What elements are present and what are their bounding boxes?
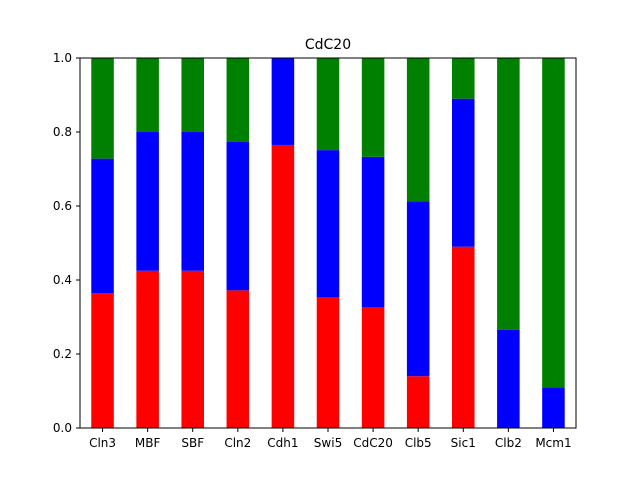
bar-segment-clb5-0 <box>406 376 430 428</box>
y-tick-label: 1.0 <box>53 51 72 65</box>
bar-segment-cdc20-2 <box>361 58 385 157</box>
bar-segment-cln3-2 <box>91 58 114 159</box>
x-tick-label: Mcm1 <box>535 436 571 450</box>
y-tick-label: 0.6 <box>53 199 72 213</box>
bar-segment-swi5-2 <box>316 58 340 151</box>
y-tick-label: 0.0 <box>53 421 72 435</box>
bar-segment-mbf-0 <box>136 270 159 428</box>
bar-segment-mcm1-1 <box>542 387 565 428</box>
bar-segment-cdc20-1 <box>361 156 385 308</box>
x-tick-label: Cdh1 <box>267 436 298 450</box>
bar-segment-mcm1-2 <box>542 58 565 388</box>
bar-segment-sic1-0 <box>452 246 475 428</box>
bar-segment-sic1-1 <box>452 98 475 247</box>
bar-segment-sbf-0 <box>181 270 204 428</box>
bar-segment-mbf-2 <box>136 58 159 132</box>
x-tick-label: Cln3 <box>89 436 116 450</box>
x-tick-label: MBF <box>135 436 161 450</box>
bar-segment-clb2-1 <box>497 329 520 428</box>
x-tick-label: Sic1 <box>451 436 476 450</box>
x-tick-label: Cln2 <box>224 436 251 450</box>
y-tick-label: 0.2 <box>53 347 72 361</box>
bar-segment-clb5-1 <box>406 201 430 377</box>
y-axis: 0.0 0.2 0.4 0.6 0.8 1.0 <box>53 51 80 435</box>
bars-group <box>91 58 565 428</box>
x-tick-label: SBF <box>181 436 204 450</box>
bar-segment-cln2-2 <box>226 58 250 142</box>
x-tick-label: CdC20 <box>353 436 393 450</box>
bar-segment-cdh1-1 <box>271 58 295 145</box>
bar-segment-clb5-2 <box>406 58 430 202</box>
bar-segment-mbf-1 <box>136 132 159 271</box>
bar-segment-cdc20-0 <box>361 307 385 428</box>
bar-segment-sbf-1 <box>181 132 204 271</box>
bar-segment-cln2-0 <box>226 290 250 428</box>
y-tick-label: 0.8 <box>53 125 72 139</box>
bar-segment-clb2-2 <box>497 58 520 330</box>
chart-title: CdC20 <box>305 37 351 53</box>
bar-segment-cln3-0 <box>91 293 114 428</box>
bar-segment-cln3-1 <box>91 158 114 294</box>
bar-segment-swi5-1 <box>316 150 340 298</box>
y-tick-label: 0.4 <box>53 273 72 287</box>
bar-segment-cln2-1 <box>226 141 250 291</box>
x-tick-label: Clb5 <box>405 436 432 450</box>
x-tick-label: Swi5 <box>314 436 342 450</box>
bar-segment-cdh1-0 <box>271 144 295 428</box>
bar-segment-sbf-2 <box>181 58 204 132</box>
bar-segment-swi5-0 <box>316 297 340 428</box>
x-tick-label: Clb2 <box>495 436 522 450</box>
bar-segment-sic1-2 <box>452 58 475 99</box>
x-axis: Cln3 MBF SBF Cln2 Cdh1 Swi5 CdC20 Clb5 Sic1 Clb2 M… <box>89 428 572 450</box>
